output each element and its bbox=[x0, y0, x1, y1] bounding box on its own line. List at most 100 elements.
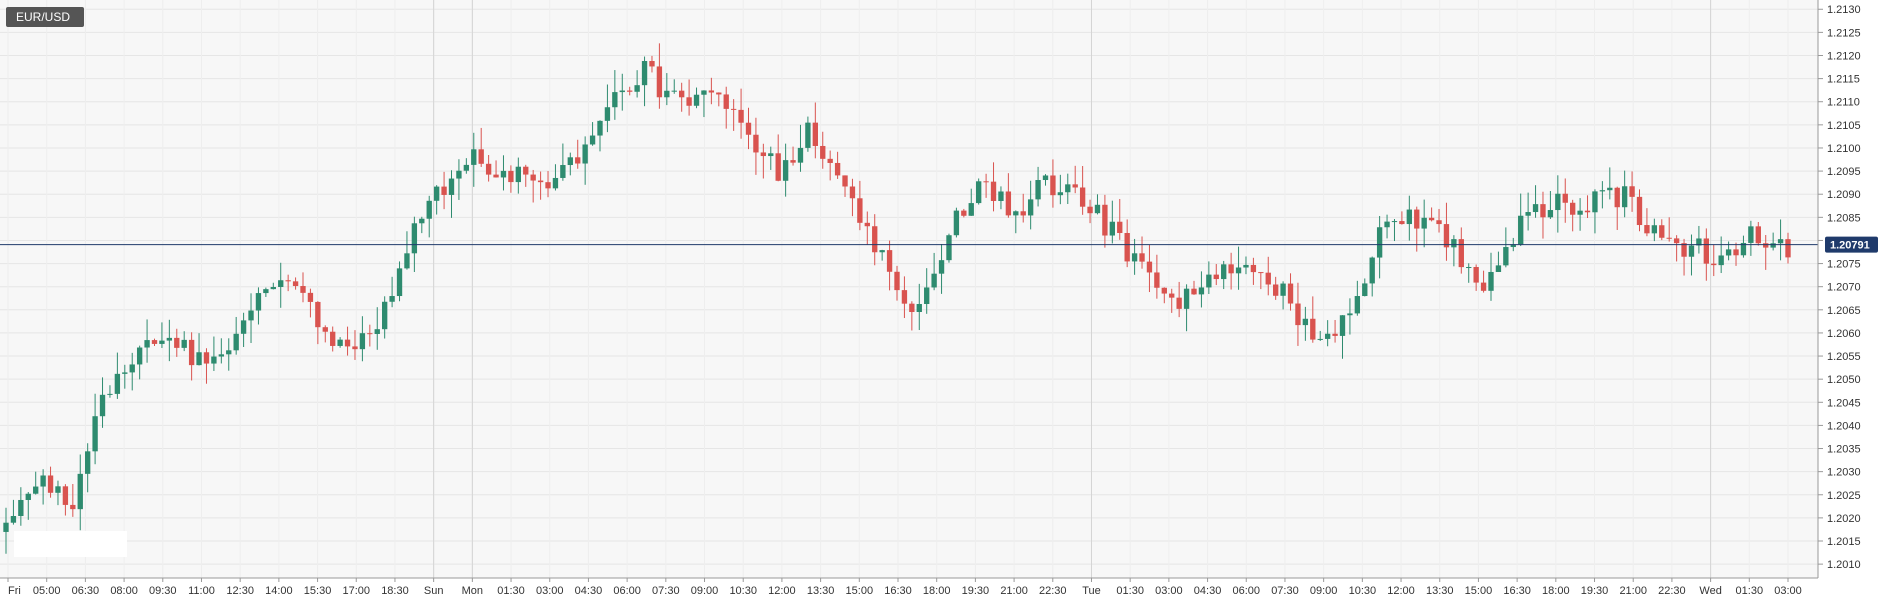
candle-body bbox=[25, 493, 31, 500]
candle-body bbox=[768, 153, 774, 157]
candle-body bbox=[664, 90, 670, 98]
candle-body bbox=[1050, 175, 1056, 196]
candle-body bbox=[1570, 202, 1576, 215]
candle bbox=[248, 293, 254, 343]
candle bbox=[1451, 235, 1457, 267]
candle-body bbox=[285, 280, 291, 282]
candle-body bbox=[931, 273, 937, 288]
candle bbox=[1087, 199, 1093, 224]
x-tick-label: 06:30 bbox=[72, 585, 100, 597]
candle-body bbox=[1458, 239, 1464, 268]
y-tick-label: 1.2050 bbox=[1827, 374, 1861, 386]
candle bbox=[1250, 257, 1257, 285]
y-tick-label: 1.2070 bbox=[1827, 282, 1861, 294]
candle-body bbox=[1414, 209, 1420, 229]
x-tick-label: 10:30 bbox=[1349, 585, 1377, 597]
candle-body bbox=[1540, 204, 1546, 218]
candle bbox=[1703, 228, 1709, 281]
x-tick-label: 08:00 bbox=[110, 585, 138, 597]
candle-body bbox=[679, 90, 685, 98]
candle bbox=[270, 282, 276, 290]
candle bbox=[485, 154, 492, 182]
candle bbox=[924, 268, 930, 314]
candle bbox=[181, 331, 187, 352]
candle-body bbox=[1258, 272, 1264, 274]
candle-body bbox=[738, 109, 744, 123]
candle-layer bbox=[3, 43, 1791, 554]
candle-body bbox=[70, 504, 76, 510]
candle-body bbox=[1169, 293, 1175, 298]
candle bbox=[396, 261, 403, 302]
candle bbox=[1562, 178, 1568, 223]
candle-body bbox=[1176, 297, 1182, 309]
candle bbox=[627, 86, 633, 96]
candle bbox=[1666, 217, 1672, 242]
candle bbox=[1161, 287, 1167, 304]
candle bbox=[1540, 191, 1546, 239]
candle bbox=[1688, 234, 1695, 276]
candle bbox=[671, 79, 677, 94]
candle bbox=[1191, 280, 1197, 295]
candle bbox=[537, 171, 544, 200]
candle bbox=[1369, 256, 1375, 297]
candle bbox=[382, 296, 388, 339]
candle-body bbox=[597, 120, 603, 136]
candle bbox=[1748, 220, 1754, 256]
candle bbox=[693, 87, 700, 109]
candle bbox=[641, 56, 648, 107]
candle-body bbox=[1250, 264, 1257, 273]
candle bbox=[1607, 167, 1613, 200]
candle-body bbox=[961, 210, 967, 216]
candle bbox=[1176, 281, 1182, 318]
candle bbox=[478, 127, 484, 167]
blank-overlay-box bbox=[14, 531, 127, 557]
candle bbox=[1139, 236, 1145, 269]
x-tick-label: 18:00 bbox=[1542, 585, 1570, 597]
candle bbox=[686, 79, 692, 116]
candle-body bbox=[352, 346, 358, 350]
candle-body bbox=[1228, 264, 1234, 274]
candle bbox=[500, 155, 507, 191]
candle-body bbox=[1183, 288, 1190, 309]
candle bbox=[77, 454, 83, 531]
candle-body bbox=[151, 340, 158, 344]
candle bbox=[1146, 244, 1153, 293]
candle bbox=[292, 277, 299, 290]
y-tick-label: 1.2065 bbox=[1827, 305, 1861, 317]
candle-body bbox=[834, 162, 841, 176]
candle bbox=[1473, 264, 1479, 291]
candle-body bbox=[1584, 210, 1591, 213]
candle bbox=[1213, 264, 1219, 286]
x-tick-label: 01:30 bbox=[1736, 585, 1764, 597]
candle-body bbox=[1740, 242, 1747, 256]
candle bbox=[938, 243, 945, 294]
x-tick-label: 15:00 bbox=[846, 585, 874, 597]
candle-body bbox=[1681, 243, 1687, 257]
y-tick-label: 1.2055 bbox=[1827, 351, 1861, 363]
candle-body bbox=[901, 290, 908, 304]
candle-body bbox=[1399, 221, 1405, 225]
candle-body bbox=[1042, 175, 1049, 181]
candle-body bbox=[1131, 253, 1138, 262]
candle-body bbox=[292, 281, 299, 287]
candle-body bbox=[471, 149, 477, 165]
candle bbox=[1495, 251, 1502, 272]
candle-body bbox=[708, 90, 715, 93]
candle-body bbox=[411, 223, 418, 254]
candle-body bbox=[1332, 333, 1338, 336]
candle bbox=[530, 169, 536, 203]
candle bbox=[649, 55, 655, 73]
candle-body bbox=[879, 250, 885, 253]
candle bbox=[1406, 195, 1412, 241]
x-tick-label: 07:30 bbox=[652, 585, 680, 597]
candle bbox=[1651, 218, 1658, 242]
candle-body bbox=[1466, 267, 1472, 269]
candle-body bbox=[589, 135, 596, 145]
x-tick-label: 22:30 bbox=[1039, 585, 1067, 597]
candle bbox=[114, 352, 121, 399]
candle bbox=[1295, 282, 1301, 346]
candle bbox=[1532, 185, 1539, 218]
candle-body bbox=[938, 260, 945, 274]
candle-body bbox=[382, 301, 388, 330]
